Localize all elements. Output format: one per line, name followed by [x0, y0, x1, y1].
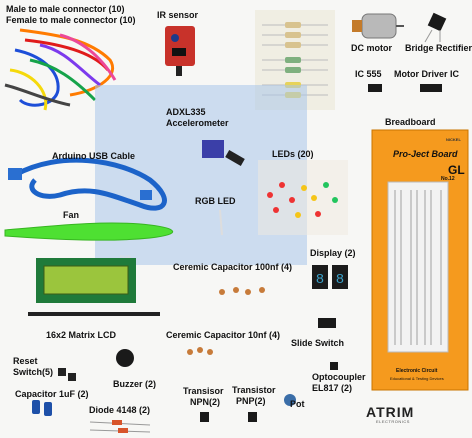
- label-opto-line1: Optocoupler: [312, 372, 366, 382]
- label-fan: Fan: [63, 210, 80, 220]
- label-reset-line2: Switch(5): [13, 367, 54, 377]
- diodes: [89, 420, 151, 433]
- label-display: Display (2): [310, 248, 356, 258]
- label-male-to-male: Male to male connector (10): [6, 4, 125, 14]
- fan-blade: [4, 222, 174, 241]
- label-bridge-rectifier: Bridge Rectifier: [405, 43, 472, 53]
- lcd-module: [28, 258, 160, 316]
- ic-555-chip: [368, 84, 382, 92]
- label-rgb-led: RGB LED: [195, 196, 236, 206]
- label-slide-switch: Slide Switch: [291, 338, 345, 348]
- label-arduino-usb-cable: Arduino USB Cable: [52, 151, 136, 161]
- breadboard-model-no: No.12: [441, 176, 455, 182]
- label-leds: LEDs (20): [272, 149, 314, 159]
- label-ceramic-10nf: Ceremic Capacitor 10nf (4): [166, 330, 281, 340]
- label-adxl335-line1: ADXL335: [166, 107, 206, 117]
- atrim-logo: ATRIM: [366, 404, 415, 420]
- breadboard-brand: Pro-Ject Board: [393, 149, 458, 159]
- label-ir-sensor: IR sensor: [157, 10, 199, 20]
- label-adxl335-line2: Accelerometer: [166, 118, 229, 128]
- rgb-led: [219, 209, 223, 236]
- label-transistor-npn-line1: Transisor: [183, 386, 224, 396]
- bridge-rectifier: [424, 12, 447, 43]
- label-transistor-npn-line2: NPN(2): [190, 397, 221, 407]
- reset-switches: [58, 368, 76, 381]
- breadboard-model: GL: [448, 163, 465, 177]
- breadboard-footer-line2: Educational & Testing Devices: [390, 376, 444, 381]
- electrolytic-capacitors: [32, 400, 52, 416]
- buzzer: [116, 349, 134, 367]
- label-capacitor-1uf: Capacitor 1uF (2): [15, 389, 89, 399]
- svg-text:8: 8: [336, 272, 344, 288]
- label-reset-line1: Reset: [13, 356, 38, 366]
- label-ceramic-100nf: Ceremic Capacitor 100nf (4): [173, 262, 293, 272]
- label-transistor-pnp-line2: PNP(2): [236, 396, 266, 406]
- label-lcd: 16x2 Matrix LCD: [46, 330, 117, 340]
- label-ic555: IC 555: [355, 69, 382, 79]
- svg-text:8: 8: [316, 272, 324, 288]
- jumper-wires: [4, 28, 117, 111]
- label-female-to-male: Female to male connector (10): [6, 15, 136, 25]
- transistors: [200, 412, 257, 422]
- slide-switch: [318, 318, 336, 328]
- breadboard-maker: NICKEL: [446, 137, 461, 142]
- label-diode: Diode 4148 (2): [89, 405, 151, 415]
- label-pot: Pot: [290, 399, 305, 409]
- usb-cable: [8, 157, 167, 211]
- label-buzzer: Buzzer (2): [113, 379, 157, 389]
- label-transistor-pnp-line1: Transistor: [232, 385, 276, 395]
- label-motor-driver: Motor Driver IC: [394, 69, 460, 79]
- breadboard-box: [371, 129, 469, 391]
- lcd-brand: PLSD: [120, 254, 131, 259]
- potentiometer: [284, 394, 296, 406]
- optocoupler: [330, 362, 338, 370]
- atrim-logo-sub: ELECTRONICS: [376, 419, 410, 424]
- label-dc-motor: DC motor: [351, 43, 392, 53]
- ir-sensor-board: [165, 26, 195, 76]
- seven-segment-displays: 8 8: [312, 265, 348, 289]
- ceramic-capacitors: [187, 287, 265, 355]
- motor-driver-chip: [420, 84, 442, 92]
- adxl335-board: [202, 140, 245, 166]
- dc-motor: [352, 13, 404, 39]
- breadboard-footer-line1: Electronic Circuit: [396, 368, 438, 374]
- label-opto-line2: EL817 (2): [312, 383, 353, 393]
- label-breadboard: Breadboard: [385, 117, 436, 127]
- leds: [258, 160, 348, 235]
